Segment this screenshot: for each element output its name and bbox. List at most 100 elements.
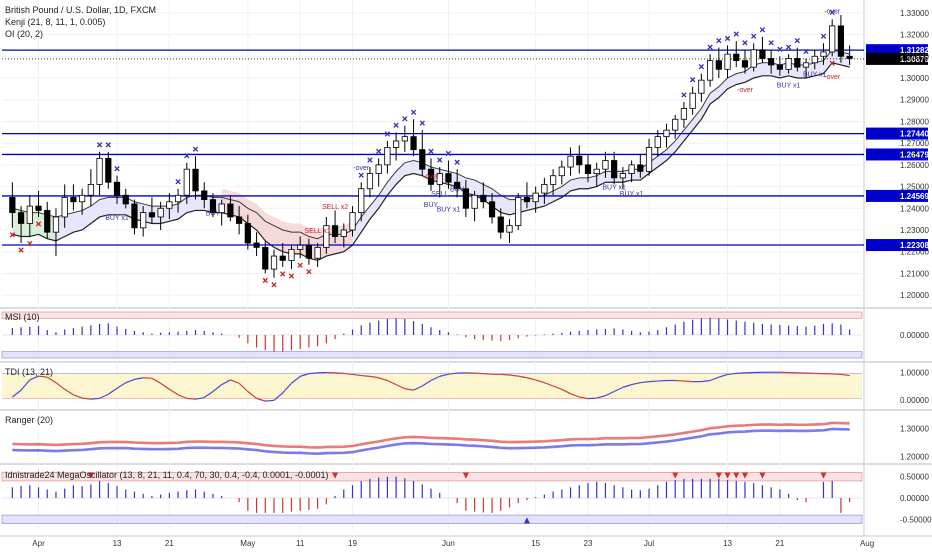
candle-body[interactable] — [228, 204, 233, 217]
candle-body[interactable] — [533, 193, 538, 202]
candle-body[interactable] — [795, 58, 800, 67]
signal-annotation: BUY x1 — [437, 206, 461, 213]
candle-body[interactable] — [36, 206, 41, 210]
candle-body[interactable] — [620, 174, 625, 178]
candle-body[interactable] — [236, 217, 241, 224]
candle-body[interactable] — [297, 245, 302, 249]
candle-body[interactable] — [332, 226, 337, 237]
candle-body[interactable] — [646, 147, 651, 171]
candle-body[interactable] — [542, 184, 547, 193]
candle-body[interactable] — [524, 197, 529, 201]
candle-body[interactable] — [420, 150, 425, 170]
candle-body[interactable] — [812, 56, 817, 63]
candle-body[interactable] — [88, 184, 93, 195]
candle-body[interactable] — [359, 189, 364, 213]
candle-body[interactable] — [577, 156, 582, 165]
candle-body[interactable] — [707, 61, 712, 81]
candle-body[interactable] — [18, 213, 23, 224]
candle-body[interactable] — [341, 230, 346, 237]
candle-body[interactable] — [193, 169, 198, 191]
candle-body[interactable] — [45, 210, 50, 232]
candle-body[interactable] — [829, 26, 834, 52]
candle-body[interactable] — [245, 223, 250, 243]
candle-body[interactable] — [289, 250, 294, 261]
ranger-panel-title: Ranger (20) — [5, 415, 53, 425]
candle-body[interactable] — [681, 108, 686, 119]
candle-body[interactable] — [585, 165, 590, 174]
candle-body[interactable] — [673, 119, 678, 130]
candle-body[interactable] — [79, 195, 84, 202]
candle-body[interactable] — [376, 165, 381, 174]
candle-body[interactable] — [402, 137, 407, 141]
candle-body[interactable] — [393, 141, 398, 148]
candle-body[interactable] — [768, 58, 773, 65]
candle-body[interactable] — [411, 137, 416, 150]
candle-body[interactable] — [611, 161, 616, 178]
candle-body[interactable] — [516, 197, 521, 225]
tdi-line-segment — [257, 398, 266, 401]
candle-body[interactable] — [271, 256, 276, 269]
candle-body[interactable] — [27, 206, 32, 223]
signal-annotation: SELL x2 — [322, 204, 348, 211]
candle-body[interactable] — [550, 176, 555, 185]
candle-body[interactable] — [158, 208, 163, 217]
candle-body[interactable] — [568, 156, 573, 167]
candle-body[interactable] — [489, 202, 494, 217]
candle-body[interactable] — [699, 80, 704, 93]
tdi-line-segment — [658, 381, 667, 382]
candle-body[interactable] — [446, 174, 451, 183]
candle-body[interactable] — [254, 243, 259, 247]
candle-body[interactable] — [664, 130, 669, 137]
candle-body[interactable] — [53, 217, 58, 232]
candle-body[interactable] — [167, 202, 172, 209]
candle-body[interactable] — [106, 158, 111, 182]
candle-body[interactable] — [655, 137, 660, 148]
candle-body[interactable] — [690, 93, 695, 108]
candle-body[interactable] — [507, 226, 512, 233]
candle-body[interactable] — [786, 58, 791, 69]
candle-body[interactable] — [280, 256, 285, 260]
signal-annotation: -over — [824, 74, 841, 81]
candle-body[interactable] — [350, 213, 355, 230]
candle-body[interactable] — [559, 167, 564, 176]
tdi-tick-label: 0.00000 — [900, 396, 929, 405]
candle-body[interactable] — [629, 165, 634, 174]
candle-body[interactable] — [10, 197, 15, 212]
candle-body[interactable] — [838, 26, 843, 56]
candle-body[interactable] — [777, 65, 782, 69]
candle-body[interactable] — [472, 195, 477, 208]
candle-body[interactable] — [803, 63, 808, 67]
candle-body[interactable] — [847, 56, 852, 58]
candle-body[interactable] — [603, 161, 608, 170]
candle-body[interactable] — [742, 61, 747, 68]
candle-body[interactable] — [62, 197, 67, 217]
candle-body[interactable] — [140, 213, 145, 228]
candle-body[interactable] — [202, 191, 207, 200]
candle-body[interactable] — [367, 174, 372, 189]
candle-body[interactable] — [175, 195, 180, 202]
candle-body[interactable] — [123, 195, 128, 204]
candle-body[interactable] — [385, 147, 390, 164]
candle-body[interactable] — [97, 158, 102, 184]
candle-body[interactable] — [751, 50, 756, 67]
candle-body[interactable] — [760, 50, 765, 59]
candle-body[interactable] — [184, 169, 189, 195]
candle-body[interactable] — [315, 247, 320, 258]
candle-body[interactable] — [734, 54, 739, 61]
candle-body[interactable] — [481, 195, 486, 202]
candle-body[interactable] — [821, 52, 826, 56]
candle-body[interactable] — [725, 54, 730, 69]
candle-body[interactable] — [306, 245, 311, 258]
candle-body[interactable] — [638, 165, 643, 172]
candle-body[interactable] — [132, 204, 137, 228]
candle-body[interactable] — [594, 169, 599, 173]
candle-body[interactable] — [71, 197, 76, 201]
tdi-panel-title: TDI (13, 21) — [5, 367, 53, 377]
candle-body[interactable] — [149, 213, 154, 217]
candle-body[interactable] — [716, 61, 721, 70]
candle-body[interactable] — [114, 182, 119, 195]
candle-body[interactable] — [498, 217, 503, 232]
tdi-line-segment — [588, 398, 597, 399]
candle-body[interactable] — [263, 247, 268, 269]
